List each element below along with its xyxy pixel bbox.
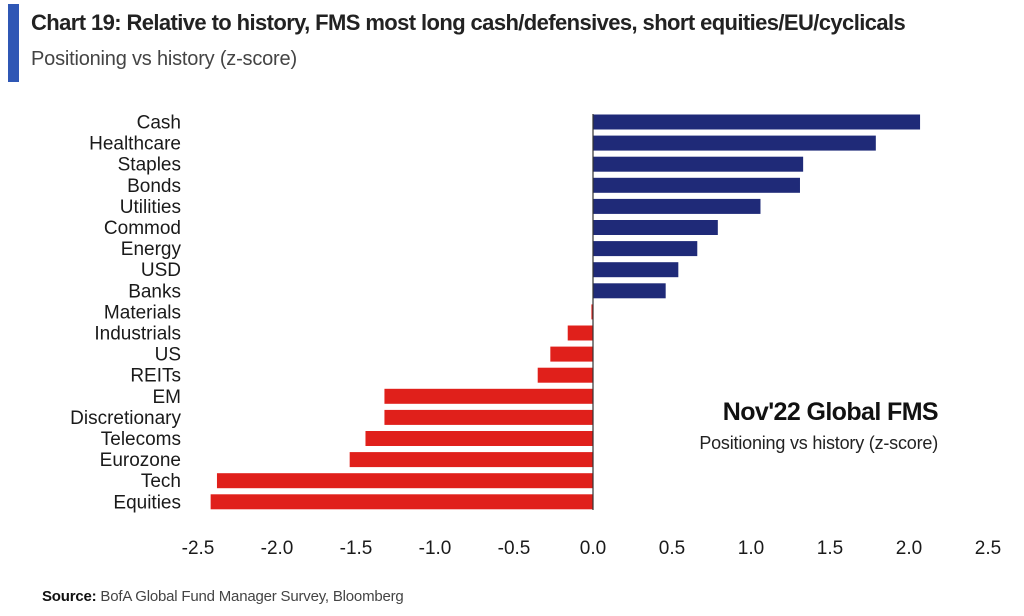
accent-bar [8,4,19,82]
bar-banks [593,283,666,299]
category-label-tech: Tech [141,471,181,492]
inset-title: Nov'22 Global FMS [722,398,939,426]
bar-materials [591,304,593,320]
category-label-eurozone: Eurozone [100,450,181,471]
bar-em [384,388,593,404]
category-label-em: EM [153,387,182,408]
inset-legend: Nov'22 Global FMS Positioning vs history… [699,398,938,454]
category-label-usd: USD [141,260,181,281]
category-label-materials: Materials [104,302,181,323]
source-note: Source: BofA Global Fund Manager Survey,… [42,588,404,605]
category-label-commod: Commod [104,218,181,239]
x-tick-label: 2.0 [896,538,922,559]
category-label-staples: Staples [118,155,181,176]
bar-tech [216,473,593,489]
category-label-industrials: Industrials [94,324,181,345]
category-label-equities: Equities [113,492,181,513]
x-tick-label: 0.5 [659,538,685,559]
bar-healthcare [593,135,876,151]
category-label-energy: Energy [121,239,182,260]
bar-industrials [567,325,593,341]
x-tick-label: -1.0 [419,538,452,559]
category-label-reits: REITs [130,366,181,387]
x-tick-label: -0.5 [498,538,531,559]
x-tick-label: 2.5 [975,538,1001,559]
bar-bonds [593,177,800,193]
bar-us [550,346,593,362]
category-label-telecoms: Telecoms [101,429,181,450]
x-tick-label: -2.0 [261,538,294,559]
source-label: Source: [42,588,97,605]
bar-discretionary [384,409,593,425]
x-tick-label: -1.5 [340,538,373,559]
x-tick-label: -2.5 [182,538,215,559]
bar-usd [593,262,679,278]
category-label-discretionary: Discretionary [70,408,181,429]
bar-equities [210,494,593,510]
category-label-healthcare: Healthcare [89,134,181,155]
category-label-cash: Cash [137,113,181,134]
bar-energy [593,241,698,257]
bar-reits [537,367,593,383]
x-tick-label: 1.5 [817,538,843,559]
chart-subtitle: Positioning vs history (z-score) [31,48,297,70]
chart-title: Chart 19: Relative to history, FMS most … [31,10,906,35]
x-tick-label: 1.0 [738,538,764,559]
x-tick-label: 0.0 [580,538,606,559]
bar-cash [593,114,921,130]
inset-subtitle: Positioning vs history (z-score) [699,433,938,453]
category-label-banks: Banks [128,281,181,302]
bar-staples [593,156,804,172]
bar-commod [593,220,718,235]
bar-utilities [593,198,761,214]
bar-eurozone [349,452,593,468]
category-label-utilities: Utilities [120,197,181,218]
category-label-us: US [155,345,181,366]
category-label-bonds: Bonds [127,176,181,197]
bar-telecoms [365,431,593,446]
source-text: BofA Global Fund Manager Survey, Bloombe… [100,588,404,605]
